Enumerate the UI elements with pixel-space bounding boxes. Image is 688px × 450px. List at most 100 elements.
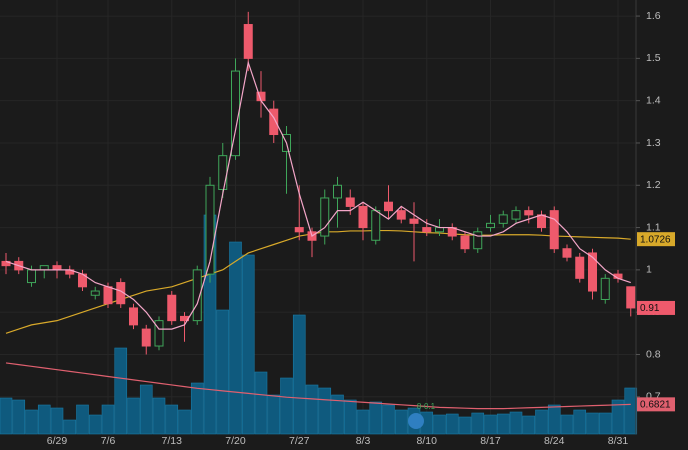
candle-body xyxy=(129,307,138,326)
volume-bar xyxy=(12,399,26,435)
x-tick-label: 8/3 xyxy=(356,435,371,447)
volume-bar xyxy=(190,382,204,435)
candle-body xyxy=(460,235,470,250)
annotation: 8-0.1 xyxy=(417,402,436,411)
x-tick-label: 7/6 xyxy=(101,435,116,447)
volume-bar xyxy=(586,412,599,435)
volume-bar xyxy=(25,409,38,435)
volume-bar xyxy=(37,404,51,435)
ma-short-line xyxy=(5,60,631,330)
ma-200-line xyxy=(5,362,631,410)
y-tick-label: 1.5 xyxy=(646,52,661,64)
volume-bar xyxy=(318,387,332,435)
candle-body xyxy=(294,227,304,233)
volume-bar xyxy=(369,401,383,435)
candle-body xyxy=(498,214,508,224)
volume-bar xyxy=(624,387,638,435)
y-tick-label: 1 xyxy=(646,264,652,276)
candle-body xyxy=(167,294,177,322)
price-tag xyxy=(637,397,675,412)
volume-bar xyxy=(63,419,77,435)
candle-body xyxy=(141,328,151,347)
earnings-icon xyxy=(408,413,424,429)
candle-body xyxy=(39,265,49,271)
y-tick-label: 1.3 xyxy=(646,137,661,149)
volume-bar xyxy=(280,377,293,435)
x-tick-label: 6/29 xyxy=(47,435,68,447)
volume-bar xyxy=(496,413,510,435)
volume-bar xyxy=(573,409,587,435)
x-tick-label: 8/17 xyxy=(480,435,501,447)
volume-bar xyxy=(394,409,408,435)
volume-bar xyxy=(611,399,625,435)
candle-body xyxy=(396,210,406,220)
volume-bar xyxy=(382,404,395,435)
x-tick-label: 8/10 xyxy=(417,435,438,447)
volume-bar xyxy=(0,397,13,435)
price-tag-label: 1.0726 xyxy=(640,234,671,245)
volume-bar xyxy=(114,347,128,435)
volume-bar xyxy=(241,254,255,435)
price-tag-label: 0.6821 xyxy=(640,399,671,410)
y-tick-label: 1.2 xyxy=(646,179,661,191)
volume-bar xyxy=(458,416,472,435)
candle-body xyxy=(575,256,585,279)
volume-bar xyxy=(356,409,370,435)
y-tick-label: 1.1 xyxy=(646,221,661,233)
price-tag xyxy=(637,232,675,247)
volume-bar xyxy=(152,397,166,435)
candle-body xyxy=(154,320,164,347)
candle-body xyxy=(320,197,330,237)
axis: 0.70.80.911.11.21.31.41.51.66/297/67/137… xyxy=(47,10,675,447)
x-tick-label: 8/31 xyxy=(608,435,629,447)
y-tick-label: 1.6 xyxy=(646,10,661,22)
candle-body xyxy=(422,227,432,233)
price-tag xyxy=(637,300,675,315)
volume-bar xyxy=(433,414,446,435)
volume-bar xyxy=(484,414,497,435)
plot: 8-0.1 xyxy=(0,11,638,435)
candle-body xyxy=(205,184,215,275)
volume-bar xyxy=(535,409,548,435)
volume-bar xyxy=(229,241,242,435)
volume-bar xyxy=(560,414,574,435)
volume-bar xyxy=(292,314,306,435)
volume-bar xyxy=(216,309,230,435)
volume-bar xyxy=(305,384,319,435)
candle-body xyxy=(384,201,393,212)
volume-bar xyxy=(50,407,64,435)
candle-body xyxy=(371,210,381,241)
candle-body xyxy=(537,214,546,229)
candle-body xyxy=(27,269,36,284)
candle-body xyxy=(231,70,240,157)
candle-body xyxy=(626,286,636,309)
candle-body xyxy=(345,197,355,207)
volume-bar xyxy=(509,411,523,435)
candle-body xyxy=(333,184,342,199)
volume-bar xyxy=(522,415,536,435)
x-tick-label: 7/20 xyxy=(225,435,246,447)
candle-body xyxy=(435,227,444,233)
candle-body xyxy=(243,24,253,59)
x-tick-label: 7/27 xyxy=(289,435,310,447)
volume-bar xyxy=(139,384,153,435)
candle-body xyxy=(358,205,368,229)
x-tick-label: 8/24 xyxy=(544,435,565,447)
volume-bar xyxy=(165,404,179,435)
volume-bar xyxy=(547,404,561,435)
volume-bar xyxy=(178,409,191,435)
candle-body xyxy=(103,286,113,305)
volume-bar xyxy=(343,399,357,435)
candle-body xyxy=(218,155,228,191)
volume-bar xyxy=(598,412,612,435)
candle-body xyxy=(473,231,483,250)
y-tick-label: 1.4 xyxy=(646,94,661,106)
candle-body xyxy=(486,222,495,229)
volume-bar xyxy=(267,394,281,435)
volume-bar xyxy=(254,371,268,435)
volume-bar xyxy=(445,413,459,435)
volume-bar xyxy=(471,412,485,435)
